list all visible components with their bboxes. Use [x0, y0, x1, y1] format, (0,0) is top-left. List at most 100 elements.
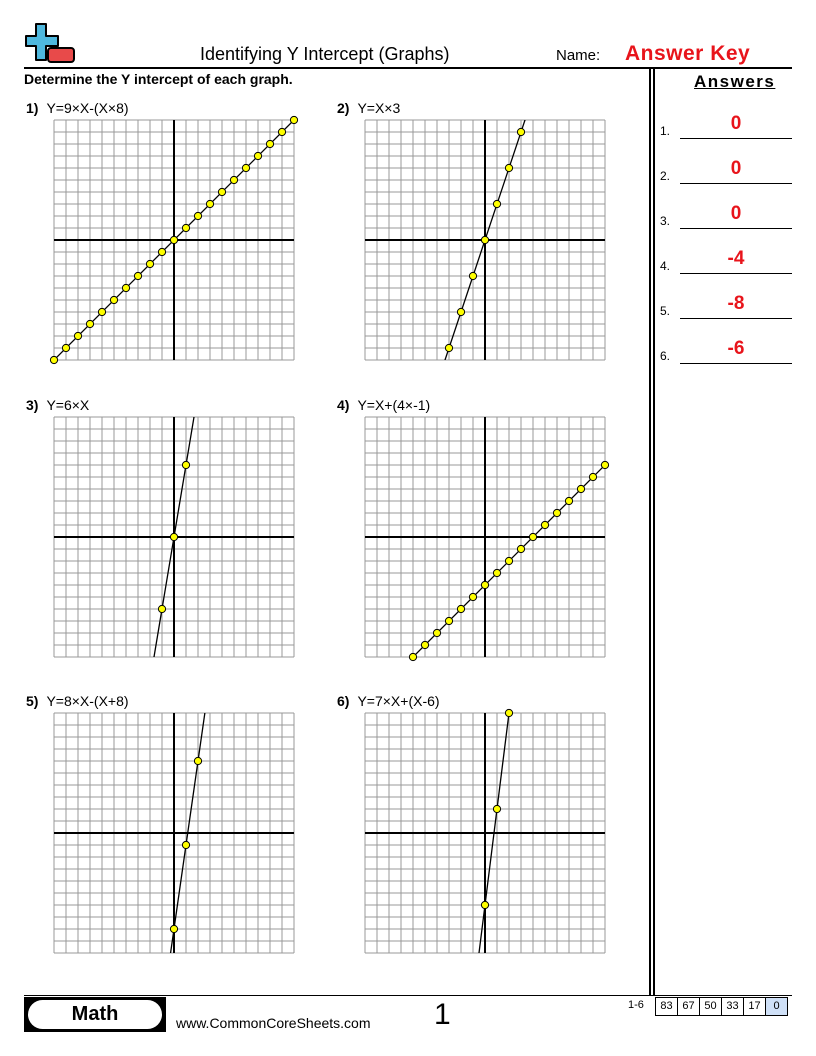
graph-point [193, 756, 203, 766]
problem-number: 5) [26, 693, 39, 709]
answer-line [680, 318, 792, 319]
coordinate-graph [49, 115, 299, 365]
problem-number: 2) [337, 100, 350, 116]
problem-equation: Y=7×X+(X-6) [357, 693, 440, 709]
graph-point [468, 592, 478, 602]
answer-number: 3. [660, 214, 671, 228]
graph-point [504, 163, 514, 173]
graph-point [516, 127, 526, 137]
coordinate-graph [364, 708, 606, 954]
graph-point [73, 331, 83, 341]
site-url: www.CommonCoreSheets.com [176, 1015, 371, 1031]
graph-point [456, 604, 466, 614]
graph-point [109, 295, 119, 305]
graph-point [504, 708, 514, 718]
graph-point [229, 175, 239, 185]
graph-point [193, 211, 203, 221]
answer-line [680, 183, 792, 184]
problem-equation: Y=X+(4×-1) [357, 397, 431, 413]
score-cell: 33 [722, 998, 744, 1015]
graph-point [289, 115, 299, 125]
problem-label: 2) Y=X×3 [337, 100, 400, 116]
answer-number: 5. [660, 304, 671, 318]
score-cell: 50 [700, 998, 722, 1015]
graph-point [169, 532, 179, 542]
graph-point [181, 840, 191, 850]
problem-equation: Y=6×X [46, 397, 90, 413]
score-cell: 17 [744, 998, 766, 1015]
score-cell: 83 [656, 998, 678, 1015]
graph-point [564, 496, 574, 506]
graph-point [133, 271, 143, 281]
answer-number: 2. [660, 169, 671, 183]
answer-key-label: Answer Key [625, 42, 751, 65]
graph-point [456, 307, 466, 317]
coordinate-graph [364, 416, 610, 662]
problem-number: 1) [26, 100, 39, 116]
graph-point [121, 283, 131, 293]
graph-point [85, 319, 95, 329]
score-cell: 67 [678, 998, 700, 1015]
graph-point [576, 484, 586, 494]
problem-label: 3) Y=6×X [26, 397, 89, 413]
answer-number: 4. [660, 259, 671, 273]
answers-title: Answers [694, 72, 776, 91]
answer-value: -4 [727, 248, 745, 269]
graph-point [540, 520, 550, 530]
graph-point [157, 247, 167, 257]
graph-point [61, 343, 71, 353]
graph-point [181, 460, 191, 470]
plus-minus-logo-icon [25, 23, 75, 63]
graph-point [408, 652, 418, 662]
score-cell: 0 [766, 998, 787, 1015]
graph-point [49, 355, 59, 365]
graph-point [600, 460, 610, 470]
graph-point [169, 235, 179, 245]
graph-point [516, 544, 526, 554]
coordinate-graph [364, 119, 606, 361]
graph-point [169, 924, 179, 934]
answer-value: 0 [730, 113, 742, 134]
graph-point [432, 628, 442, 638]
problem-equation: Y=8×X-(X+8) [46, 693, 129, 709]
coordinate-graph [53, 712, 295, 954]
graph-point [157, 604, 167, 614]
graph-point [504, 556, 514, 566]
graph-point [480, 580, 490, 590]
problem-number: 3) [26, 397, 39, 413]
answer-number: 6. [660, 349, 671, 363]
answer-value: 0 [730, 203, 742, 224]
coordinate-graph [53, 416, 295, 658]
score-table: 83 67 50 33 17 0 [655, 997, 788, 1016]
graph-point [97, 307, 107, 317]
graph-line [412, 464, 605, 657]
subject-label: Math [28, 1000, 162, 1029]
problem-number: 6) [337, 693, 350, 709]
instructions: Determine the Y intercept of each graph. [24, 71, 293, 87]
graph-point [253, 151, 263, 161]
graph-point [205, 199, 215, 209]
answer-value: 0 [730, 158, 742, 179]
graph-point [480, 235, 490, 245]
problem-equation: Y=X×3 [357, 100, 401, 116]
graph-point [468, 271, 478, 281]
answer-line [680, 363, 792, 364]
answer-line [680, 228, 792, 229]
footer-divider [24, 995, 792, 996]
graph-point [552, 508, 562, 518]
graph-point [588, 472, 598, 482]
graph-point [277, 127, 287, 137]
graph-point [480, 900, 490, 910]
graph-point [145, 259, 155, 269]
header-divider [24, 67, 792, 69]
answers-divider [653, 68, 655, 996]
problem-label: 1) Y=9×X-(X×8) [26, 100, 129, 116]
graph-point [492, 199, 502, 209]
answer-number: 1. [660, 124, 671, 138]
graph-point [492, 804, 502, 814]
graph-point [241, 163, 251, 173]
answer-value: -6 [727, 338, 745, 359]
problem-label: 6) Y=7×X+(X-6) [337, 693, 440, 709]
problem-label: 5) Y=8×X-(X+8) [26, 693, 129, 709]
